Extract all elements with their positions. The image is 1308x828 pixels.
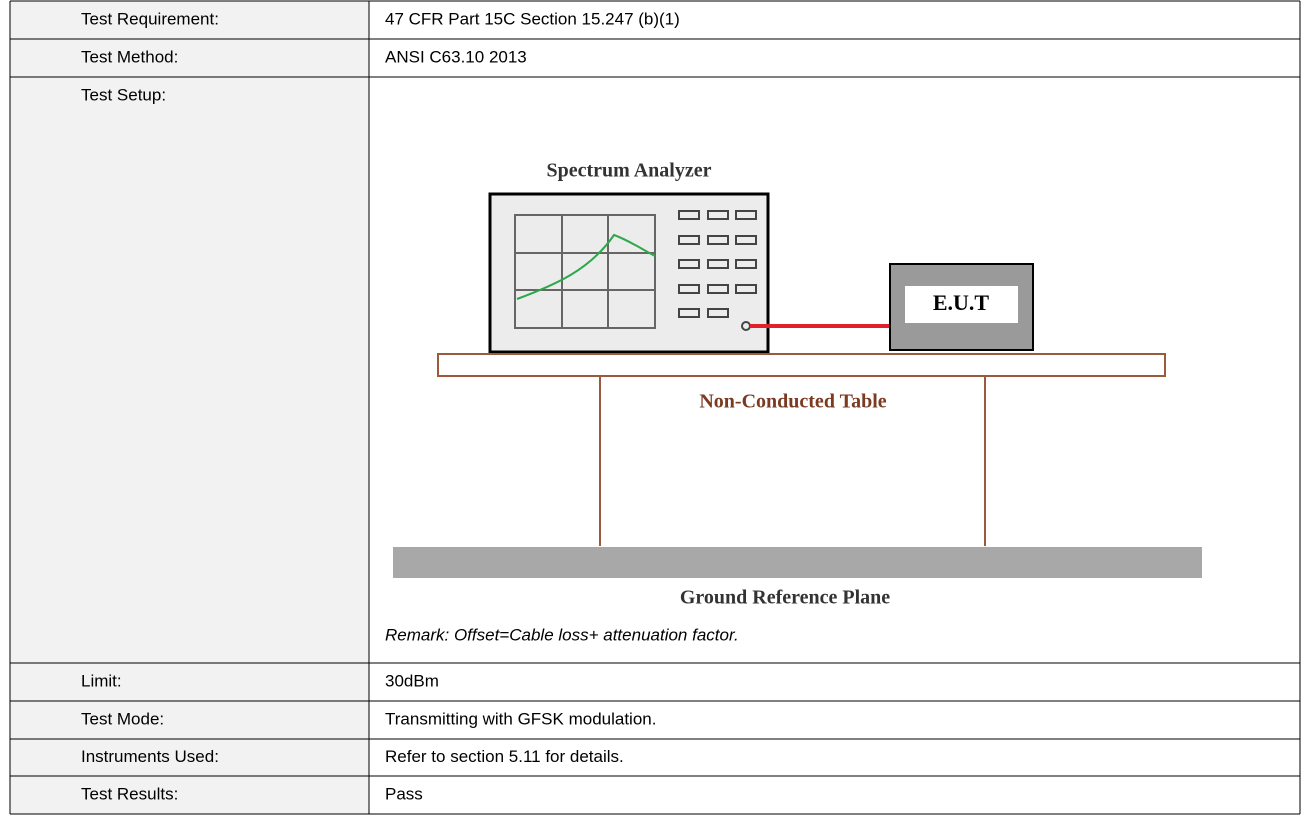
row-value: ANSI C63.10 2013 bbox=[385, 47, 527, 66]
label-cell bbox=[10, 663, 369, 701]
eut-label: E.U.T bbox=[933, 290, 990, 315]
row-label: Instruments Used: bbox=[81, 747, 219, 766]
label-cell bbox=[10, 39, 369, 77]
label-cell bbox=[10, 739, 369, 776]
row-value: Transmitting with GFSK modulation. bbox=[385, 709, 656, 728]
row-value: 47 CFR Part 15C Section 15.247 (b)(1) bbox=[385, 9, 680, 28]
row-label: Test Setup: bbox=[81, 85, 166, 104]
table: Test Requirement: 47 CFR Part 15C Section… bbox=[9, 0, 1301, 815]
label-cell bbox=[10, 1, 369, 39]
ground-label: Ground Reference Plane bbox=[680, 587, 890, 609]
label-cell bbox=[10, 776, 369, 814]
row-label: Test Results: bbox=[81, 784, 178, 803]
ground-plane bbox=[393, 547, 1202, 578]
row-label: Test Method: bbox=[81, 47, 178, 66]
row-value: Pass bbox=[385, 784, 423, 803]
label-cell bbox=[10, 701, 369, 739]
label-cell bbox=[10, 77, 369, 663]
row-label: Limit: bbox=[81, 671, 122, 690]
setup-diagram: Spectrum Analyzer E.U.T Non-Conducted Ta… bbox=[385, 160, 1202, 644]
trace bbox=[516, 233, 656, 300]
table-top bbox=[437, 353, 1166, 377]
row-label: Test Requirement: bbox=[81, 9, 219, 28]
row-value: 30dBm bbox=[385, 671, 439, 690]
analyzer-box bbox=[488, 192, 770, 354]
row-value: Refer to section 5.11 for details. bbox=[385, 747, 624, 766]
eut-label-box bbox=[905, 286, 1018, 323]
remark: Remark: Offset=Cable loss+ attenuation f… bbox=[385, 625, 739, 644]
row-label: Test Mode: bbox=[81, 709, 164, 728]
analyzer-label: Spectrum Analyzer bbox=[547, 160, 712, 182]
analyzer-screen bbox=[514, 214, 656, 329]
table-label: Non-Conducted Table bbox=[699, 391, 886, 413]
